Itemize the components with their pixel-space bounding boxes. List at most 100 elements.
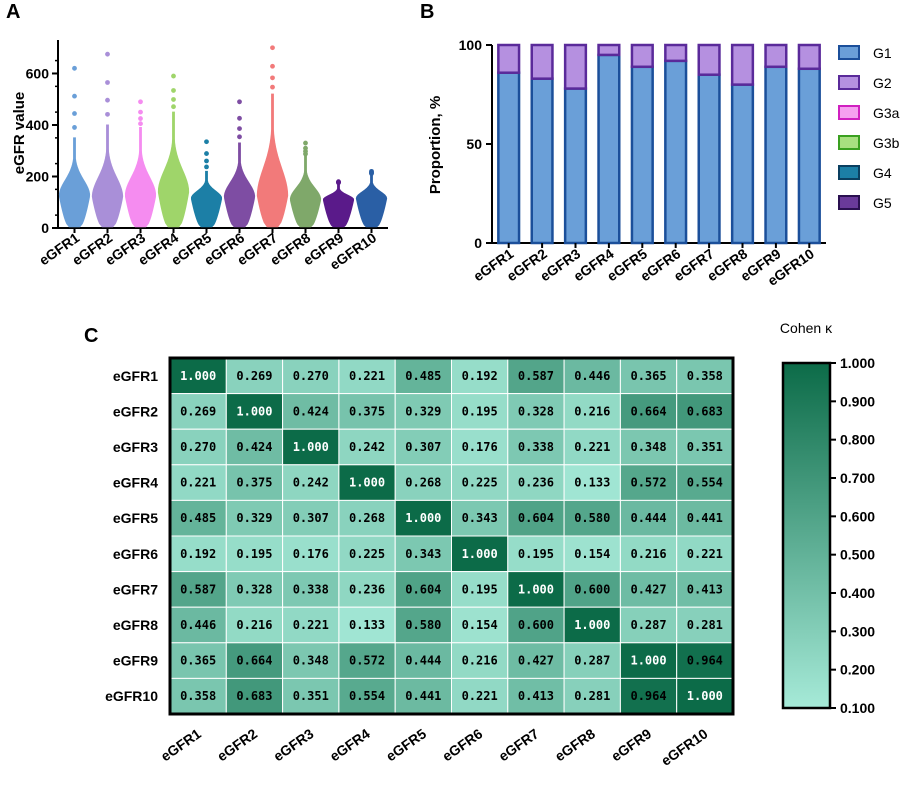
outlier-point: [105, 97, 110, 103]
legend-swatch-G3b: [838, 135, 860, 150]
heatmap-cell: [394, 606, 453, 644]
colorbar: [781, 361, 832, 710]
legend-swatch-G1: [838, 45, 860, 60]
cell-value: 0.281: [574, 689, 610, 703]
cell-value: 0.683: [236, 689, 272, 703]
bar-eGFR7-G2: [697, 43, 721, 76]
cell-value: 0.683: [687, 404, 723, 418]
heatmap-cell: [676, 464, 734, 501]
cell-value: 1.000: [574, 618, 610, 632]
cell-value: 1.000: [630, 654, 666, 668]
heatmap-cell: [225, 642, 284, 679]
cell-value: 0.307: [293, 511, 329, 525]
outlier-point: [138, 116, 143, 121]
column-label: eGFR3: [270, 725, 316, 764]
cell-value: 0.358: [180, 689, 216, 703]
heatmap-cell: [169, 464, 227, 501]
heatmap-cell: [225, 571, 284, 608]
colorbar-tick-label: 0.800: [840, 432, 875, 448]
cell-value: 0.338: [518, 440, 554, 454]
cell-value: 0.287: [630, 618, 666, 632]
heatmap-cell: [169, 571, 227, 608]
cell-value: 0.485: [180, 511, 216, 525]
cell-value: 0.268: [349, 511, 385, 525]
violin-eGFR10: [355, 173, 388, 228]
heatmap-cell: [338, 642, 396, 679]
cell-value: 0.427: [518, 654, 554, 668]
cell-value: 0.572: [630, 476, 666, 490]
cell-value: 0.281: [687, 618, 723, 632]
heatmap-cell: [451, 642, 509, 679]
outlier-point: [105, 80, 110, 85]
outlier-point: [105, 51, 110, 57]
heatmap-cell: [169, 428, 227, 466]
heatmap-cell: [338, 428, 396, 466]
bar-eGFR2-G2: [530, 43, 554, 80]
cell-value: 0.444: [630, 511, 666, 525]
heatmap-cell: [619, 393, 678, 430]
legend-swatch-G3a: [838, 105, 860, 120]
column-label: eGFR9: [608, 725, 654, 764]
heatmap-cell: [563, 571, 621, 608]
cell-value: 0.554: [687, 476, 723, 490]
column-label: eGFR8: [552, 725, 598, 764]
cell-value: 0.351: [293, 689, 329, 703]
row-label: eGFR1: [113, 368, 158, 384]
outlier-point: [171, 97, 176, 102]
cell-value: 0.351: [687, 440, 723, 454]
legend-label-G3b: G3b: [873, 135, 900, 151]
violin-eGFR8: [289, 155, 322, 228]
cell-value: 1.000: [518, 582, 554, 596]
outlier-point: [303, 140, 308, 146]
outlier-point: [204, 164, 209, 170]
colorbar-tick-label: 0.600: [840, 508, 875, 524]
column-label: eGFR1: [158, 725, 204, 764]
heatmap-cell: [676, 642, 734, 679]
cell-value: 0.348: [293, 654, 329, 668]
cell-value: 0.446: [180, 618, 216, 632]
cell-value: 0.441: [405, 689, 441, 703]
stacked-bar-chart: Proportion, %050100eGFR1eGFR2eGFR3eGFR4e…: [427, 37, 900, 289]
y-tick-label: 50: [466, 136, 482, 152]
heatmap-cell: [507, 571, 565, 608]
cell-value: 0.269: [236, 369, 272, 383]
colorbar-tick-label: 0.200: [840, 662, 875, 678]
bar-eGFR3-G2: [563, 43, 588, 90]
heatmap-cell: [282, 428, 340, 466]
outlier-point: [72, 125, 77, 130]
heatmap-cell: [563, 393, 621, 430]
y-axis-label: Proportion, %: [427, 96, 444, 194]
bar-eGFR7-G1: [697, 73, 721, 245]
row-label: eGFR6: [113, 546, 158, 562]
y-tick-label: 400: [26, 117, 50, 133]
cell-value: 0.192: [462, 369, 498, 383]
cell-value: 0.221: [180, 476, 216, 490]
bar-eGFR2-G1: [530, 77, 554, 245]
outlier-point: [138, 109, 143, 115]
heatmap-cell: [282, 464, 340, 501]
cell-value: 0.964: [687, 654, 723, 668]
violin-eGFR7: [256, 93, 289, 228]
heatmap-cell: [282, 642, 340, 679]
column-label: eGFR2: [214, 725, 260, 764]
cell-value: 0.133: [349, 618, 385, 632]
violin-eGFR3: [124, 127, 157, 228]
heatmap-cell: [563, 642, 621, 679]
cell-value: 0.307: [405, 440, 441, 454]
cell-value: 0.413: [687, 582, 723, 596]
cell-value: 0.270: [180, 440, 216, 454]
cell-value: 0.343: [405, 547, 441, 561]
cell-value: 0.604: [405, 582, 441, 596]
heatmap-cell: [338, 606, 396, 644]
legend-label-G4: G4: [873, 165, 892, 181]
cell-value: 0.192: [180, 547, 216, 561]
bar-eGFR8-G1: [730, 83, 755, 245]
cell-value: 1.000: [180, 369, 216, 383]
outlier-point: [171, 73, 176, 79]
legend-swatch-G5: [838, 195, 860, 210]
heatmap-cell: [507, 677, 565, 715]
cell-value: 0.413: [518, 689, 554, 703]
heatmap-cell: [394, 464, 453, 501]
heatmap-cell: [563, 499, 621, 537]
cell-value: 0.964: [630, 689, 666, 703]
